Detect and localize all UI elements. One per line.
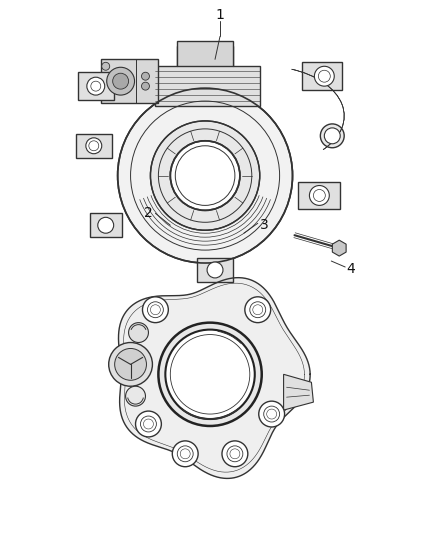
Circle shape [309,185,329,205]
Circle shape [207,262,223,278]
Circle shape [86,138,102,154]
Circle shape [222,441,248,467]
Circle shape [135,411,161,437]
Circle shape [109,343,152,386]
Circle shape [150,121,260,230]
Polygon shape [119,278,310,479]
Text: 4: 4 [347,262,356,276]
Circle shape [324,128,340,144]
Circle shape [245,297,271,322]
Polygon shape [197,258,233,282]
Polygon shape [155,46,260,106]
Polygon shape [283,374,314,410]
Circle shape [107,67,134,95]
Circle shape [259,401,285,427]
Circle shape [159,322,262,426]
Polygon shape [332,240,346,256]
Circle shape [142,297,168,322]
Circle shape [113,73,129,89]
Circle shape [172,441,198,467]
Circle shape [314,66,334,86]
Circle shape [126,386,145,406]
Text: 2: 2 [144,206,153,220]
Circle shape [102,62,110,70]
Polygon shape [177,42,233,66]
Polygon shape [90,213,122,237]
Polygon shape [303,62,342,90]
Circle shape [141,82,149,90]
Polygon shape [78,72,114,100]
Circle shape [165,329,255,419]
Circle shape [115,349,146,380]
Circle shape [141,72,149,80]
Circle shape [118,88,293,263]
Circle shape [87,77,105,95]
Circle shape [170,141,240,211]
Polygon shape [76,134,112,158]
Circle shape [320,124,344,148]
Circle shape [129,322,148,343]
Text: 3: 3 [260,218,269,232]
Circle shape [98,217,114,233]
Polygon shape [298,182,340,209]
Polygon shape [101,59,159,103]
Text: 1: 1 [215,7,224,22]
